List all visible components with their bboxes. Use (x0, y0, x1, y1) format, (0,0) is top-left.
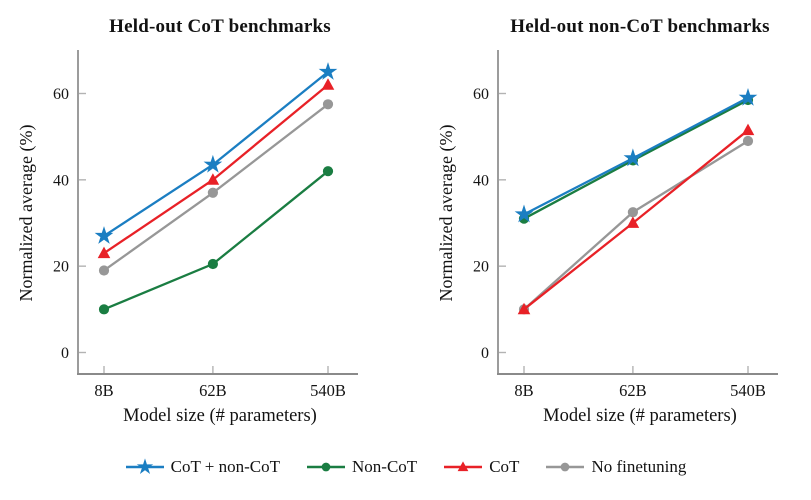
x-tick-label: 62B (199, 381, 227, 400)
data-point-cot-540b (741, 123, 755, 136)
data-point-cot-non-cot-540b (318, 62, 338, 80)
data-point-no-finetuning-540b (322, 99, 334, 110)
legend-label: CoT (489, 457, 520, 476)
y-axis-label-left: Normalized average (%) (16, 124, 36, 302)
data-point-no-finetuning-62b (627, 207, 638, 218)
data-point-cot-62b (626, 216, 640, 228)
y-tick-label: 40 (473, 172, 489, 189)
data-point-no-finetuning-62b (207, 187, 218, 198)
y-tick-label: 20 (53, 259, 69, 276)
legend: CoT + non-CoT Non-CoT CoT No finetuning (0, 452, 811, 482)
legend-label: CoT + non-CoT (170, 457, 281, 476)
x-axis-label-left: Model size (# parameters) (123, 406, 317, 426)
data-point-cot-non-cot-8b (94, 226, 114, 244)
legend-marker-circle-icon (546, 462, 585, 472)
y-tick-label: 40 (53, 172, 69, 189)
x-tick-label: 540B (730, 381, 766, 400)
y-tick-label: 0 (61, 345, 69, 362)
legend-star-marker (136, 458, 153, 474)
y-axis-label-right: Normalized average (%) (436, 124, 456, 302)
charts-canvas: 0 20 40 60 8B 62B 540B 0 20 40 60 8B 62B 540B (53, 50, 778, 400)
data-point-cot-non-cot-62b (203, 154, 223, 173)
legend-circle-marker (321, 462, 331, 472)
legend-item-no-finetuning: No finetuning (545, 457, 686, 477)
legend-triangle-marker (457, 461, 469, 472)
x-tick-label: 62B (619, 381, 647, 400)
y-tick-label: 60 (53, 86, 69, 103)
data-point-non-cot-540b (322, 166, 334, 177)
data-point-cot-540b (321, 78, 335, 90)
y-tick-label: 0 (481, 345, 489, 362)
x-axis-label-right: Model size (# parameters) (543, 406, 737, 426)
series-line-no-finetuning (102, 103, 330, 272)
legend-label: No finetuning (591, 457, 687, 476)
chart-held-out-cot-benchmarks: 0 20 40 60 8B 62B 540B (53, 50, 358, 400)
series-line-cot-non-cot (102, 70, 330, 238)
legend-circle-marker (561, 462, 570, 472)
y-tick-label: 60 (473, 86, 489, 103)
chart-title-held-out-non-cot: Held-out non-CoT benchmarks (510, 16, 770, 37)
legend-item-non-cot: Non-CoT (306, 457, 417, 477)
legend-item-cot-non-cot: CoT + non-CoT (125, 457, 280, 477)
data-point-cot-non-cot-540b (738, 87, 758, 106)
data-point-cot-8b (517, 302, 531, 315)
y-tick-label: 20 (473, 259, 489, 276)
chart-title-held-out-cot: Held-out CoT benchmarks (109, 16, 331, 37)
legend-label: Non-CoT (352, 457, 418, 476)
data-point-non-cot-8b (98, 304, 110, 315)
chart-held-out-non-cot-benchmarks: 0 20 40 60 8B 62B 540B (473, 50, 778, 400)
data-point-cot-non-cot-8b (514, 204, 534, 223)
x-tick-label: 8B (514, 381, 533, 400)
legend-marker-circle-icon (307, 462, 346, 472)
data-point-cot-8b (97, 246, 111, 259)
data-point-no-finetuning-540b (742, 135, 754, 147)
data-point-cot-62b (206, 173, 220, 185)
x-tick-label: 540B (310, 381, 346, 400)
legend-item-cot: CoT (443, 457, 519, 477)
data-point-cot-non-cot-62b (623, 148, 643, 167)
data-point-non-cot-62b (207, 258, 218, 270)
legend-marker-triangle-icon (444, 461, 483, 472)
legend-marker-star-icon (125, 458, 164, 474)
x-tick-label: 8B (94, 381, 113, 400)
data-point-no-finetuning-8b (98, 265, 110, 276)
